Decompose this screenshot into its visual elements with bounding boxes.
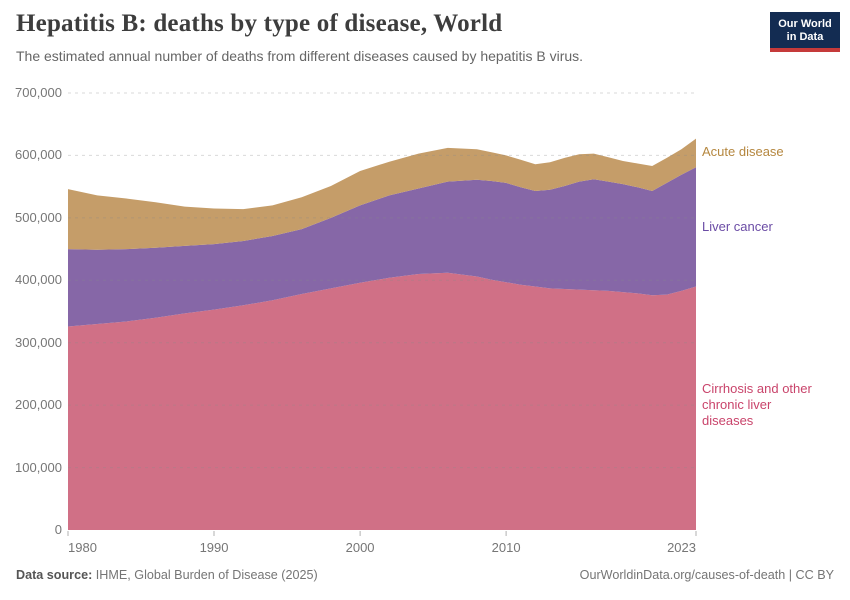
credit-link[interactable]: OurWorldinData.org/causes-of-death | CC …	[579, 568, 834, 582]
y-tick-label-100000: 100,000	[15, 459, 62, 475]
owid-logo-line1: Our World	[778, 18, 832, 30]
x-tick-label-2010: 2010	[491, 540, 521, 555]
series-label-acute-disease[interactable]: Acute disease	[702, 144, 784, 159]
data-source: Data source: IHME, Global Burden of Dise…	[16, 568, 318, 582]
x-tick-label-1990: 1990	[199, 540, 229, 555]
y-tick-label-300000: 300,000	[15, 334, 62, 350]
area-liver-cancer[interactable]	[68, 167, 696, 327]
y-tick-label-400000: 400,000	[15, 272, 62, 288]
x-tick-label-2000: 2000	[345, 540, 375, 555]
series-label-cirrhosis[interactable]: Cirrhosis and other chronic liver diseas…	[702, 381, 812, 428]
data-source-label: Data source:	[16, 568, 93, 582]
owid-logo-line2: in Data	[786, 31, 824, 43]
y-tick-label-0: 0	[54, 522, 62, 537]
page-title: Hepatitis B: deaths by type of disease, …	[16, 10, 503, 37]
area-cirrhosis-and-other-chronic-liver-diseases[interactable]	[68, 272, 696, 530]
x-tick-label-1980: 1980	[68, 540, 97, 555]
y-tick-label-600000: 600,000	[15, 147, 62, 163]
y-tick-label-200000: 200,000	[15, 397, 62, 413]
x-tick-label-2023: 2023	[667, 540, 696, 555]
series-label-liver-cancer[interactable]: Liver cancer	[702, 219, 773, 234]
data-source-value: IHME, Global Burden of Disease (2025)	[95, 568, 318, 582]
page-subtitle: The estimated annual number of deaths fr…	[16, 48, 584, 64]
footer: Data source: IHME, Global Burden of Dise…	[16, 568, 834, 582]
area-acute-disease[interactable]	[68, 138, 696, 250]
y-tick-label-500000: 500,000	[15, 209, 62, 225]
y-tick-label-700000: 700,000	[15, 85, 62, 100]
owid-logo: Our World in Data	[770, 12, 840, 52]
